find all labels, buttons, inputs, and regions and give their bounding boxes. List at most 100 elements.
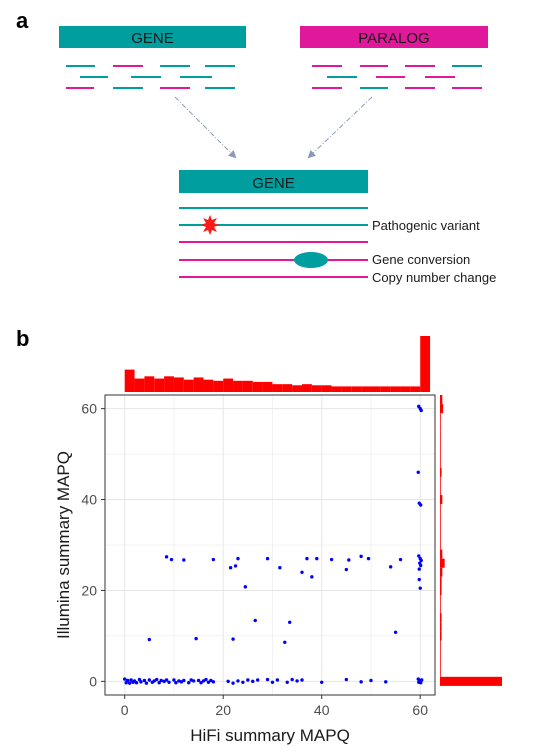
x-tick-label: 0 (121, 702, 129, 718)
x-tick-label: 20 (215, 702, 231, 718)
data-point (347, 558, 351, 562)
x-hist-bar (183, 379, 194, 392)
plot-frame (104, 394, 436, 696)
data-point (418, 679, 422, 683)
gridlines (105, 395, 435, 695)
x-hist-bar (134, 378, 145, 392)
data-point (236, 679, 240, 683)
data-point (417, 577, 421, 582)
y-hist-bar (440, 431, 441, 441)
data-point (290, 677, 294, 682)
data-point (199, 681, 203, 685)
data-point (167, 680, 171, 684)
data-point (320, 680, 324, 684)
x-hist-bar (242, 380, 253, 392)
y-hist-bar (440, 522, 441, 532)
result-gene-box (179, 170, 368, 193)
y-tick-label: 40 (81, 492, 97, 508)
x-tick-label: 40 (314, 702, 330, 718)
x-hist-bar (203, 379, 214, 392)
data-point (418, 586, 422, 590)
data-point (169, 557, 174, 562)
data-point (265, 556, 270, 561)
data-point (228, 566, 233, 570)
data-point (315, 556, 319, 561)
data-point (344, 677, 349, 682)
x-hist-bar (400, 386, 411, 392)
annotation-pathogenic-variant: Pathogenic variant (372, 218, 480, 233)
annotation-gene-conversion: Gene conversion (372, 252, 470, 267)
y-hist-bar (440, 640, 441, 650)
x-hist-bar (331, 386, 342, 392)
y-hist-bar (440, 585, 442, 595)
data-point (398, 557, 403, 562)
data-point (147, 637, 152, 642)
data-point (278, 566, 282, 570)
y-hist-bar (440, 485, 441, 495)
y-hist-bar (440, 613, 442, 623)
data-point (241, 680, 245, 684)
data-point (270, 680, 275, 684)
data-point (187, 681, 191, 685)
data-point (142, 678, 147, 683)
data-point (233, 564, 238, 568)
panel-a: a GENE PARALOG (16, 8, 496, 285)
x-hist-bar (302, 384, 312, 392)
data-point (211, 680, 216, 684)
y-hist-bar (440, 476, 441, 486)
x-hist-bar (321, 385, 332, 392)
y-hist-bar (440, 622, 442, 632)
data-point (226, 679, 230, 684)
x-hist-bar (380, 386, 391, 392)
data-point (305, 556, 309, 561)
x-hist-bar (351, 386, 362, 392)
data-point (191, 679, 196, 683)
y-hist-bar (440, 449, 441, 459)
paralog-reads (312, 65, 482, 89)
x-hist-bar (223, 378, 234, 392)
panel-b-label: b (16, 326, 29, 351)
data-point (329, 557, 334, 562)
y-hist-bar (440, 631, 442, 641)
data-point (246, 678, 250, 682)
x-hist-bar (213, 380, 224, 392)
x-hist-bar (124, 369, 135, 392)
data-point (134, 681, 139, 685)
data-point (196, 678, 201, 683)
data-point (285, 680, 289, 684)
y-hist-bar (440, 422, 441, 432)
y-hist-bar (440, 504, 441, 514)
y-hist-bar (440, 549, 443, 559)
data-point (182, 678, 186, 683)
data-point (204, 677, 208, 682)
data-point (159, 678, 163, 683)
x-hist-bar (193, 377, 204, 392)
y-hist-bar (440, 513, 441, 523)
data-point (419, 563, 423, 568)
data-point (157, 681, 161, 685)
data-point (419, 408, 423, 413)
y-hist-bar (440, 558, 445, 568)
panel-a-label: a (16, 8, 29, 33)
data-point (211, 557, 216, 562)
y-hist-bar (440, 413, 441, 423)
x-hist-bar (262, 381, 273, 392)
data-point (139, 680, 143, 684)
pathogenic-variant-star (201, 215, 219, 235)
axis-ticks: 0 20 40 60 0 20 40 60 (81, 401, 428, 718)
data-point (174, 681, 178, 685)
y-hist-bar (440, 604, 441, 614)
data-point (393, 630, 398, 634)
data-point (127, 681, 132, 685)
data-point (147, 678, 152, 682)
panel-b: b 0 20 40 60 0 20 40 60 HiFi summary MAPQ Illum… (16, 326, 502, 745)
data-point (359, 554, 363, 559)
x-axis-label: HiFi summary MAPQ (190, 726, 350, 745)
y-hist-bar (440, 658, 441, 668)
x-hist-bar (341, 386, 352, 392)
data-point (388, 565, 393, 569)
x-hist-bar (390, 386, 401, 392)
data-point (255, 678, 260, 682)
y-hist-bar (440, 395, 443, 405)
